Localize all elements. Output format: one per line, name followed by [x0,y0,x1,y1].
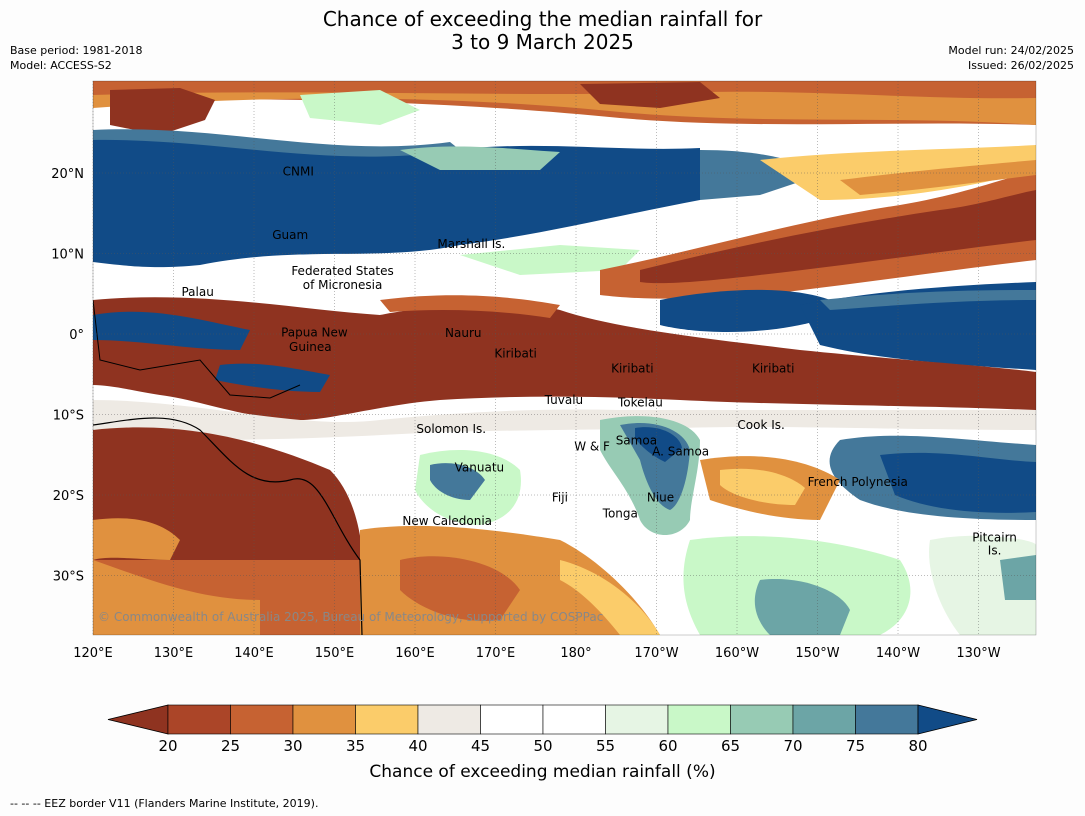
colorbar-tick-label: 55 [596,737,615,755]
region-label: Niue [647,490,674,504]
colorbar-bin [292,704,356,735]
region-label: Nauru [445,326,481,340]
region-label: Tokelau [617,395,663,409]
colorbar-tick-label: 40 [408,737,427,755]
colorbar-tick-label: 80 [908,737,927,755]
y-tick-label: 10°N [51,248,84,263]
region-label: Guinea [289,340,332,354]
colorbar-bin [792,704,856,735]
colorbar: 20 25 30 35 40 45 50 55 60 65 70 75 80 [107,704,978,755]
colorbar-bin [480,704,544,735]
region-label: Fiji [552,490,568,504]
y-tick-label: 20°S [53,489,84,504]
region-label: A. Samoa [652,445,709,459]
x-tick-label: 140°W [876,646,920,661]
region-label: Vanuatu [455,461,505,475]
x-tick-label: 130°W [956,646,1000,661]
region-label: French Polynesia [808,475,908,489]
region-label: Palau [181,285,213,299]
region-label: Is. [988,544,1002,558]
colorbar-tick-label: 50 [533,737,552,755]
base-period: Base period: 1981-2018 [10,44,143,57]
colorbar-label: Chance of exceeding median rainfall (%) [369,762,716,782]
x-tick-label: 180° [560,646,591,661]
colorbar-over-arrow [917,704,978,735]
colorbar-bin [855,704,919,735]
colorbar-bin [230,704,294,735]
region-label: of Micronesia [303,278,383,292]
region-label: Tuvalu [544,393,584,407]
region-label: W & F [574,440,610,454]
model-name: Model: ACCESS-S2 [10,59,112,72]
region-label: Pitcairn [972,531,1017,545]
region-label: Papua New [281,325,348,339]
colorbar-bin [417,704,481,735]
colorbar-tick-label: 65 [721,737,740,755]
issued-date: Issued: 26/02/2025 [967,59,1074,72]
region-label: Solomon Is. [416,422,486,436]
colorbar-tick-label: 30 [283,737,302,755]
x-tick-label: 170°E [476,646,516,661]
colorbar-bin [355,704,419,735]
region-label: Marshall Is. [437,237,505,251]
x-tick-label: 170°W [634,646,678,661]
y-tick-label: 10°S [53,409,84,424]
meta-right: Model run: 24/02/2025 Issued: 26/02/2025 [948,43,1074,73]
eez-footnote: -- -- -- EEZ border V11 (Flanders Marine… [10,797,319,810]
title-line-2: 3 to 9 March 2025 [451,30,634,54]
colorbar-bin [667,704,731,735]
x-tick-label: 130°E [154,646,194,661]
colorbar-under-arrow [107,704,169,735]
x-tick-label: 140°E [234,646,274,661]
x-tick-label: 160°E [395,646,435,661]
y-tick-label: 0° [69,328,84,343]
colorbar-bin [730,704,794,735]
colorbar-tick-label: 75 [846,737,865,755]
title-line-1: Chance of exceeding the median rainfall … [322,7,763,31]
colorbar-tick-label: 35 [346,737,365,755]
map-title: Chance of exceeding the median rainfall … [0,8,1085,54]
colorbar-tick-label: 45 [471,737,490,755]
copyright-notice: © Commonwealth of Australia 2025, Bureau… [98,610,603,624]
colorbar-bin [542,704,606,735]
region-label: Federated States [291,264,393,278]
x-tick-label: 150°E [315,646,355,661]
colorbar-tick-label: 70 [783,737,802,755]
region-label: Kiribati [752,362,794,376]
axis-ticks: 120°E 130°E 140°E 150°E 160°E 170°E 180° 170°W 1… [51,167,1001,661]
x-tick-label: 120°E [73,646,113,661]
colorbar-tick-label: 20 [158,737,177,755]
region-label: Kiribati [494,346,536,360]
graticule [92,81,1036,635]
region-label: CNMI [283,164,314,178]
region-label: Tonga [602,507,638,521]
colorbar-tick-label: 25 [221,737,240,755]
meta-left: Base period: 1981-2018 Model: ACCESS-S2 [10,43,142,73]
region-label: Kiribati [611,362,653,376]
model-run: Model run: 24/02/2025 [948,44,1074,57]
x-tick-label: 150°W [795,646,839,661]
region-label: Guam [272,228,308,242]
rainfall-field [93,81,1036,635]
region-label: Cook Is. [737,418,784,432]
x-tick-label: 160°W [715,646,759,661]
region-label: New Caledonia [402,514,492,528]
y-tick-label: 20°N [51,167,84,182]
region-label: Samoa [616,433,657,447]
colorbar-bin [167,704,231,735]
y-tick-label: 30°S [53,570,84,585]
colorbar-bin [605,704,669,735]
colorbar-tick-label: 60 [658,737,677,755]
